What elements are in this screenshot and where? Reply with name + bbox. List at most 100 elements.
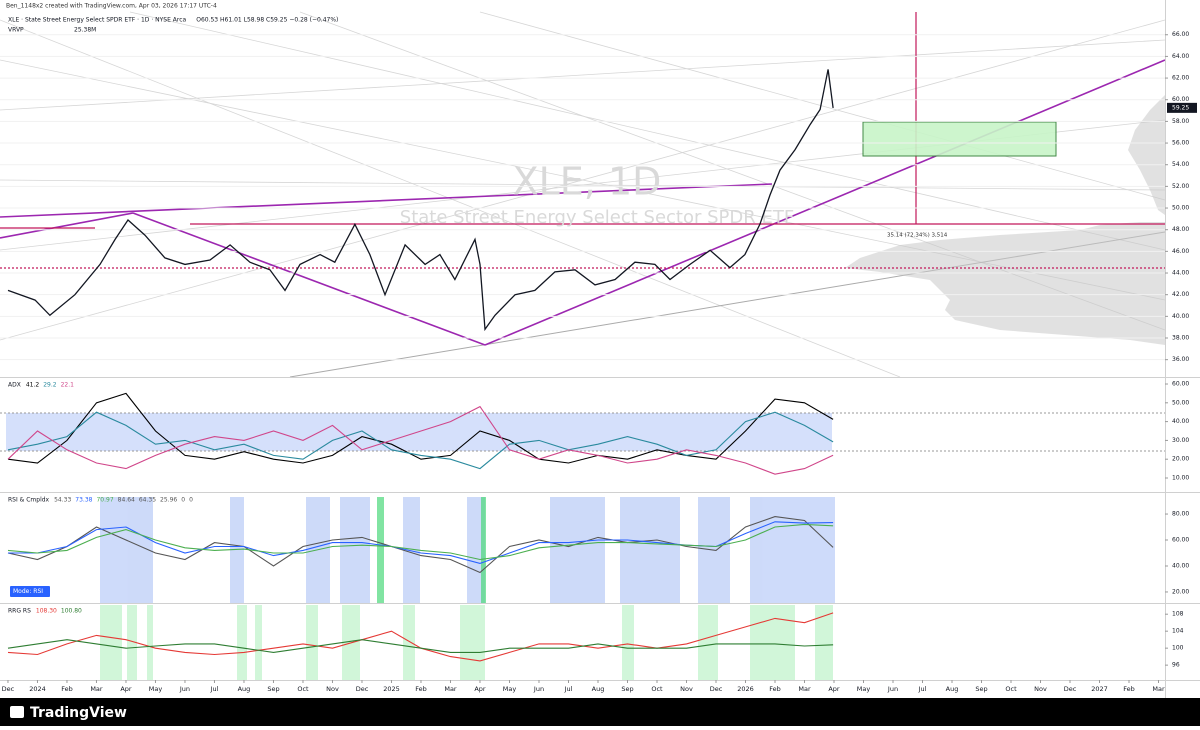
y-tick-label: 64.00 <box>1172 53 1189 60</box>
x-tick-label: Jul <box>210 685 219 693</box>
x-tick-label: Jul <box>918 685 927 693</box>
legend-label: RSI & Cmpldx <box>8 497 50 504</box>
y-tick-label: 50.00 <box>1172 399 1189 406</box>
last-price: 59.25 <box>1172 104 1189 111</box>
legend-value: 29.2 <box>43 382 57 389</box>
mode-badge <box>10 586 50 597</box>
x-tick-label: 2024 <box>29 685 46 693</box>
x-tick-label: Dec <box>1064 685 1077 693</box>
x-tick-label: 2026 <box>737 685 754 693</box>
legend-value: 25.96 <box>160 497 177 504</box>
y-tick-label: 48.00 <box>1172 226 1189 233</box>
pane-separators <box>0 0 1200 698</box>
series-line <box>7 523 834 561</box>
annotation: 35.14 (72.34%) 3,514 <box>887 233 948 239</box>
y-tick-label: 52.00 <box>1172 183 1189 190</box>
legend-value: 108.30 <box>36 608 57 615</box>
x-tick-label: Jul <box>564 685 573 693</box>
y-tick-label: 40.00 <box>1172 418 1189 425</box>
y-tick-label: 54.00 <box>1172 161 1189 168</box>
y-tick-label: 20.00 <box>1172 588 1189 595</box>
x-tick-label: Oct <box>297 685 309 693</box>
legend-value: 84.64 <box>118 497 135 504</box>
x-tick-label: Feb <box>61 685 73 693</box>
x-tick-label: Sep <box>621 685 633 693</box>
y-tick-label: 104 <box>1172 628 1184 635</box>
y-tick-label: 100 <box>1172 645 1184 652</box>
legend-value: 70.97 <box>96 497 113 504</box>
series-line <box>7 405 834 475</box>
x-tick-label: Dec <box>710 685 723 693</box>
x-tick-label: Dec <box>2 685 15 693</box>
x-tick-label: Mar <box>798 685 811 693</box>
target-box <box>862 121 1057 157</box>
x-tick-label: May <box>857 685 871 693</box>
y-tick-label: 20.00 <box>1172 456 1189 463</box>
y-tick-label: 46.00 <box>1172 248 1189 255</box>
ohlc: O60.53 H61.01 L58.98 C59.25 −0.28 (−0.47… <box>196 17 338 24</box>
x-tick-label: Dec <box>356 685 369 693</box>
legend-label: RRG RS <box>8 608 31 615</box>
x-tick-label: Apr <box>474 685 486 693</box>
x-tick-label: Nov <box>680 685 693 693</box>
legend-value: 100.80 <box>61 608 82 615</box>
legend-label: ADX <box>8 382 21 389</box>
y-tick-label: 62.00 <box>1172 75 1189 82</box>
series-line <box>7 69 834 332</box>
x-tick-label: Oct <box>1005 685 1017 693</box>
x-tick-label: May <box>149 685 163 693</box>
y-tick-label: 60.00 <box>1172 381 1189 388</box>
y-tick-label: 44.00 <box>1172 270 1189 277</box>
y-tick-label: 50.00 <box>1172 205 1189 212</box>
y-tick-label: 38.00 <box>1172 335 1189 342</box>
x-tick-label: Nov <box>1034 685 1047 693</box>
x-tick-label: Mar <box>90 685 103 693</box>
x-tick-label: Aug <box>238 685 251 693</box>
x-tick-label: Feb <box>1123 685 1135 693</box>
x-tick-label: 2025 <box>383 685 400 693</box>
x-tick-label: Nov <box>326 685 339 693</box>
last-price-badge <box>1167 102 1197 113</box>
x-tick-label: Mar <box>1152 685 1165 693</box>
mode-label: Mode: RSI <box>13 588 43 595</box>
x-tick-label: Oct <box>651 685 663 693</box>
legend-value: 64.35 <box>139 497 156 504</box>
rsi-signal <box>377 497 486 603</box>
x-tick-label: Feb <box>415 685 427 693</box>
x-tick-label: 2027 <box>1091 685 1108 693</box>
x-tick-label: Mar <box>444 685 457 693</box>
y-tick-label: 60.00 <box>1172 537 1189 544</box>
legend-value: 0 <box>189 497 193 504</box>
legend-value: 0 <box>181 497 185 504</box>
symbol-info: XLE · State Street Energy Select SPDR ET… <box>8 17 187 24</box>
drawings <box>0 0 1200 698</box>
y-tick-label: 40.00 <box>1172 313 1189 320</box>
y-tick-label: 60.00 <box>1172 96 1189 103</box>
x-tick-label: May <box>503 685 517 693</box>
x-tick-label: Jun <box>179 685 190 693</box>
level-lines <box>0 12 1165 269</box>
volume-profile <box>1128 95 1165 215</box>
footer-bar <box>0 698 1200 726</box>
volume-profile <box>845 222 1165 345</box>
legend-value: 73.38 <box>75 497 92 504</box>
x-tick-label: Apr <box>828 685 840 693</box>
brand-logo <box>10 706 24 718</box>
legend-value: 54.33 <box>54 497 71 504</box>
y-tick-label: 42.00 <box>1172 291 1189 298</box>
watermark-title: XLE, 1D <box>513 160 662 204</box>
series-line <box>7 639 834 653</box>
x-tick-label: Apr <box>120 685 132 693</box>
credit: Ben_1148x2 created with TradingView.com,… <box>6 3 217 10</box>
x-tick-label: Jun <box>533 685 544 693</box>
x-tick-label: Aug <box>946 685 959 693</box>
y-tick-label: 108 <box>1172 611 1184 618</box>
y-tick-label: 66.00 <box>1172 31 1189 38</box>
series-line <box>7 411 834 470</box>
y-tick-label: 36.00 <box>1172 356 1189 363</box>
x-tick-label: Sep <box>975 685 987 693</box>
x-tick-label: Jun <box>887 685 898 693</box>
